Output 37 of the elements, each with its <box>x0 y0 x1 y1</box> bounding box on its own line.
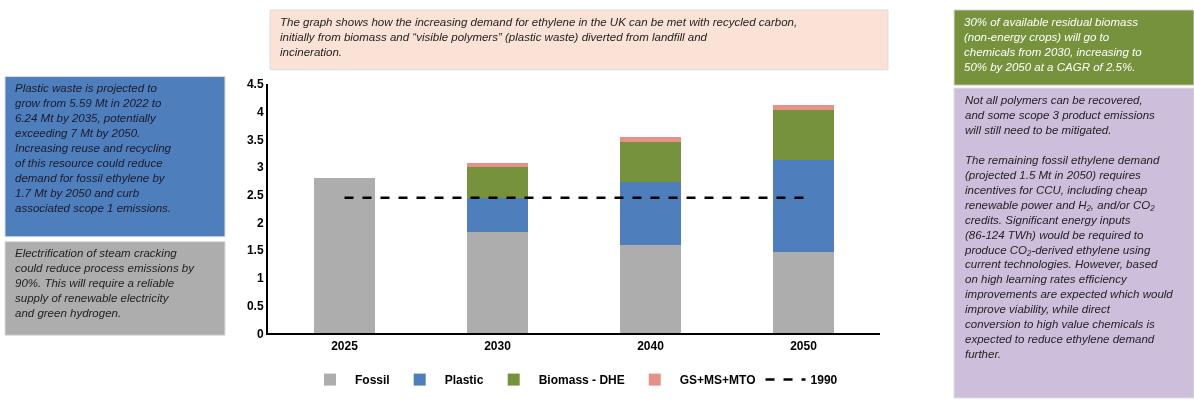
x-tick-label: 2050 <box>790 338 818 353</box>
y-tick-label: 4.5 <box>246 77 264 92</box>
bar <box>619 244 682 334</box>
bar <box>772 160 835 252</box>
bar <box>313 178 376 334</box>
y-tick-label: 4 <box>256 105 264 120</box>
text: Electrification of steam cracking could reduce process emissions by 90%. This will require a reliable supply of renewable electricity and green hydrogen. <box>15 247 196 319</box>
y-tick-label: 2 <box>256 215 264 230</box>
legend-label: GS+MS+MTO <box>679 373 756 388</box>
y-tick-label: 2.5 <box>246 188 264 203</box>
bar <box>619 142 682 182</box>
bar <box>466 163 529 168</box>
x-tick-label: 2025 <box>331 338 359 353</box>
x-tick-label: 2030 <box>484 338 512 353</box>
text: 30% of available residual biomass (non-energy crops) will go to chemicals from 2030, increasing to 50% by 2050 at a CAGR of 2.5%. <box>964 16 1143 73</box>
text: The graph shows how the increasing demand for ethylene in the UK can be met with recycled carbon, initially from biomass and “visible polymers” (plastic waste) diverted from landfill and incineration. <box>280 16 798 58</box>
legend-label: Plastic <box>444 373 484 388</box>
bar <box>466 232 529 334</box>
legend-label: 1990 <box>810 373 838 388</box>
text: Plastic waste is projected to grow from 5.59 Mt in 2022 to 6.24 Mt by 2035, potentially exceeding 7 Mt by 2050. Increasing reuse and recycling of this resource could reduce demand for fossil ethylene by 1.7 Mt by 2050 and curb associated scope 1 emissions. <box>15 82 171 214</box>
x-tick-label: 2040 <box>637 338 665 353</box>
y-tick-label: 1 <box>256 271 264 286</box>
text: Not all polymers can be recovered, and some scope 3 product emissions will still need to be mitigated. The remaining fossil ethylene demand (projected 1.5 Mt in 2050) requires incentives for CCU, including cheap renewable power and H₂, and/or CO₂ credits. Significant energy inputs (86-124 TWh) would be required to produce CO₂-derived ethylene using current technologies. However, based on high learning rates efficiency improvements are expected which would improve viability, while direct conversion to high value chemicals is expected to reduce ethylene demand further. <box>965 94 1173 361</box>
bar <box>619 181 682 245</box>
y-tick-label: 3 <box>256 160 264 175</box>
y-tick-label: 1.5 <box>246 243 264 258</box>
bar <box>772 104 835 111</box>
legend-label: Fossil <box>355 373 390 388</box>
legend-label: Biomass - DHE <box>538 373 625 388</box>
y-tick-label: 0.5 <box>246 298 264 313</box>
y-tick-label: 3.5 <box>246 132 264 147</box>
y-tick-label: 0 <box>256 326 264 341</box>
bar <box>619 136 682 143</box>
bar <box>466 167 529 198</box>
bar <box>466 197 529 233</box>
bar <box>772 251 835 334</box>
bar <box>772 110 835 161</box>
